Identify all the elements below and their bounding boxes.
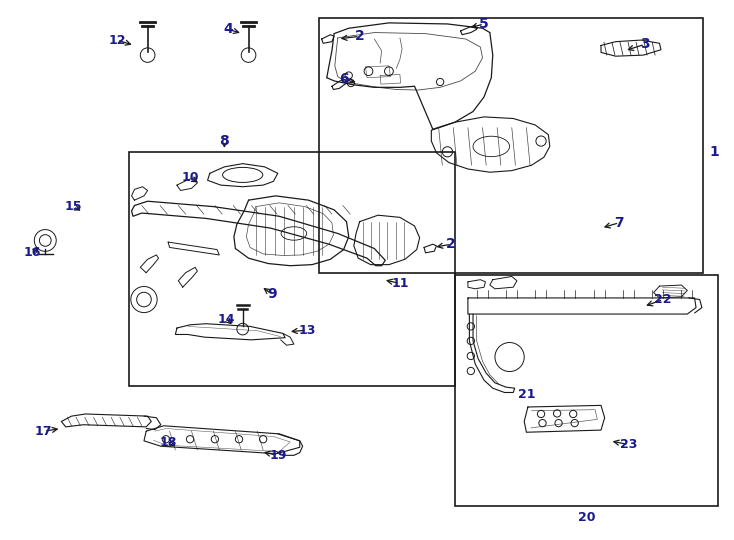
Text: 12: 12: [108, 33, 126, 46]
Text: 9: 9: [267, 287, 277, 301]
Text: 6: 6: [339, 72, 349, 86]
Text: 3: 3: [640, 37, 650, 51]
Text: 5: 5: [479, 17, 489, 31]
Bar: [455, 275, 718, 507]
Text: 15: 15: [65, 200, 81, 213]
Text: 2: 2: [446, 237, 456, 251]
Text: 20: 20: [578, 511, 595, 524]
Text: 14: 14: [218, 313, 236, 326]
Text: 17: 17: [35, 424, 53, 437]
Text: 1: 1: [710, 145, 719, 159]
Text: 2: 2: [355, 29, 365, 43]
Text: 22: 22: [655, 293, 672, 306]
Text: 13: 13: [298, 323, 316, 336]
Text: 18: 18: [159, 436, 177, 449]
Text: 4: 4: [223, 22, 233, 36]
Text: 19: 19: [269, 449, 286, 462]
Bar: [319, 17, 703, 273]
Text: 11: 11: [391, 277, 409, 290]
Text: 7: 7: [614, 215, 624, 230]
Text: 10: 10: [181, 171, 199, 184]
Text: 16: 16: [23, 246, 41, 259]
Text: 8: 8: [219, 134, 229, 148]
Bar: [129, 152, 455, 386]
Text: 23: 23: [620, 438, 637, 451]
Text: 21: 21: [517, 388, 535, 401]
